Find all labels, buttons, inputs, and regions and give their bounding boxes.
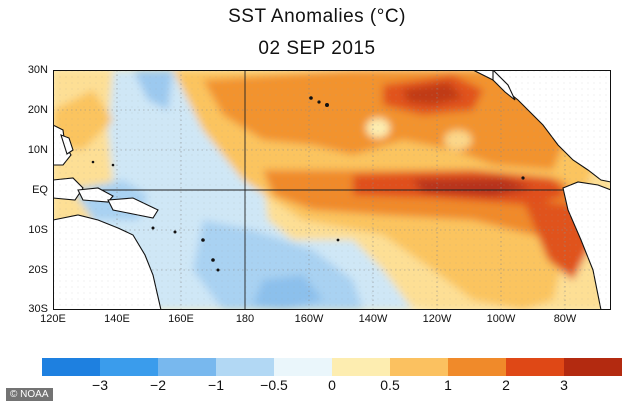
legend-label-neg1: −1: [208, 377, 224, 393]
legend-label-3: 3: [560, 377, 568, 393]
lat-label-eq: EQ: [32, 184, 48, 196]
legend-swatch: [100, 358, 158, 376]
legend-label-neg0-5: −0.5: [260, 377, 288, 393]
legend-label-0-5: 0.5: [380, 377, 400, 393]
legend-label-1: 1: [444, 377, 452, 393]
lon-label-180: 180: [235, 313, 255, 325]
lon-label-140w: 140W: [358, 313, 388, 325]
chart-date: 02 SEP 2015: [258, 38, 376, 59]
legend-label-neg3: −3: [92, 377, 108, 393]
legend-swatch: [42, 358, 100, 376]
legend-swatch: [332, 358, 390, 376]
legend-label-2: 2: [502, 377, 510, 393]
legend-swatch: [158, 358, 216, 376]
lon-label-120e: 120E: [40, 313, 66, 325]
color-scale-legend: [42, 358, 622, 376]
lat-label-20s: 20S: [28, 264, 48, 276]
lat-label-10s: 10S: [28, 224, 48, 236]
lat-label-20n: 20N: [27, 104, 48, 116]
image-credit: © NOAA: [6, 388, 53, 401]
sst-anomaly-map: [53, 70, 611, 310]
legend-swatch: [506, 358, 564, 376]
legend-label-0: 0: [328, 377, 336, 393]
lat-label-30n: 30N: [27, 64, 48, 76]
map-frame: [53, 70, 611, 310]
lon-label-120w: 120W: [422, 313, 452, 325]
legend-swatch: [448, 358, 506, 376]
texture-overlay: [53, 70, 611, 310]
lon-label-160e: 160E: [168, 313, 194, 325]
legend-swatch: [274, 358, 332, 376]
legend-swatch: [564, 358, 622, 376]
legend-swatch: [390, 358, 448, 376]
legend-label-neg2: −2: [150, 377, 166, 393]
lon-label-140e: 140E: [104, 313, 130, 325]
lat-label-10n: 10N: [27, 144, 48, 156]
lat-label-30s: 30S: [28, 303, 48, 315]
legend-swatch: [216, 358, 274, 376]
chart-title: SST Anomalies (°C): [228, 6, 406, 27]
lon-label-80w: 80W: [553, 313, 577, 325]
map-canvas: [53, 70, 611, 310]
lon-label-100w: 100W: [486, 313, 516, 325]
lon-label-160w: 160W: [294, 313, 324, 325]
